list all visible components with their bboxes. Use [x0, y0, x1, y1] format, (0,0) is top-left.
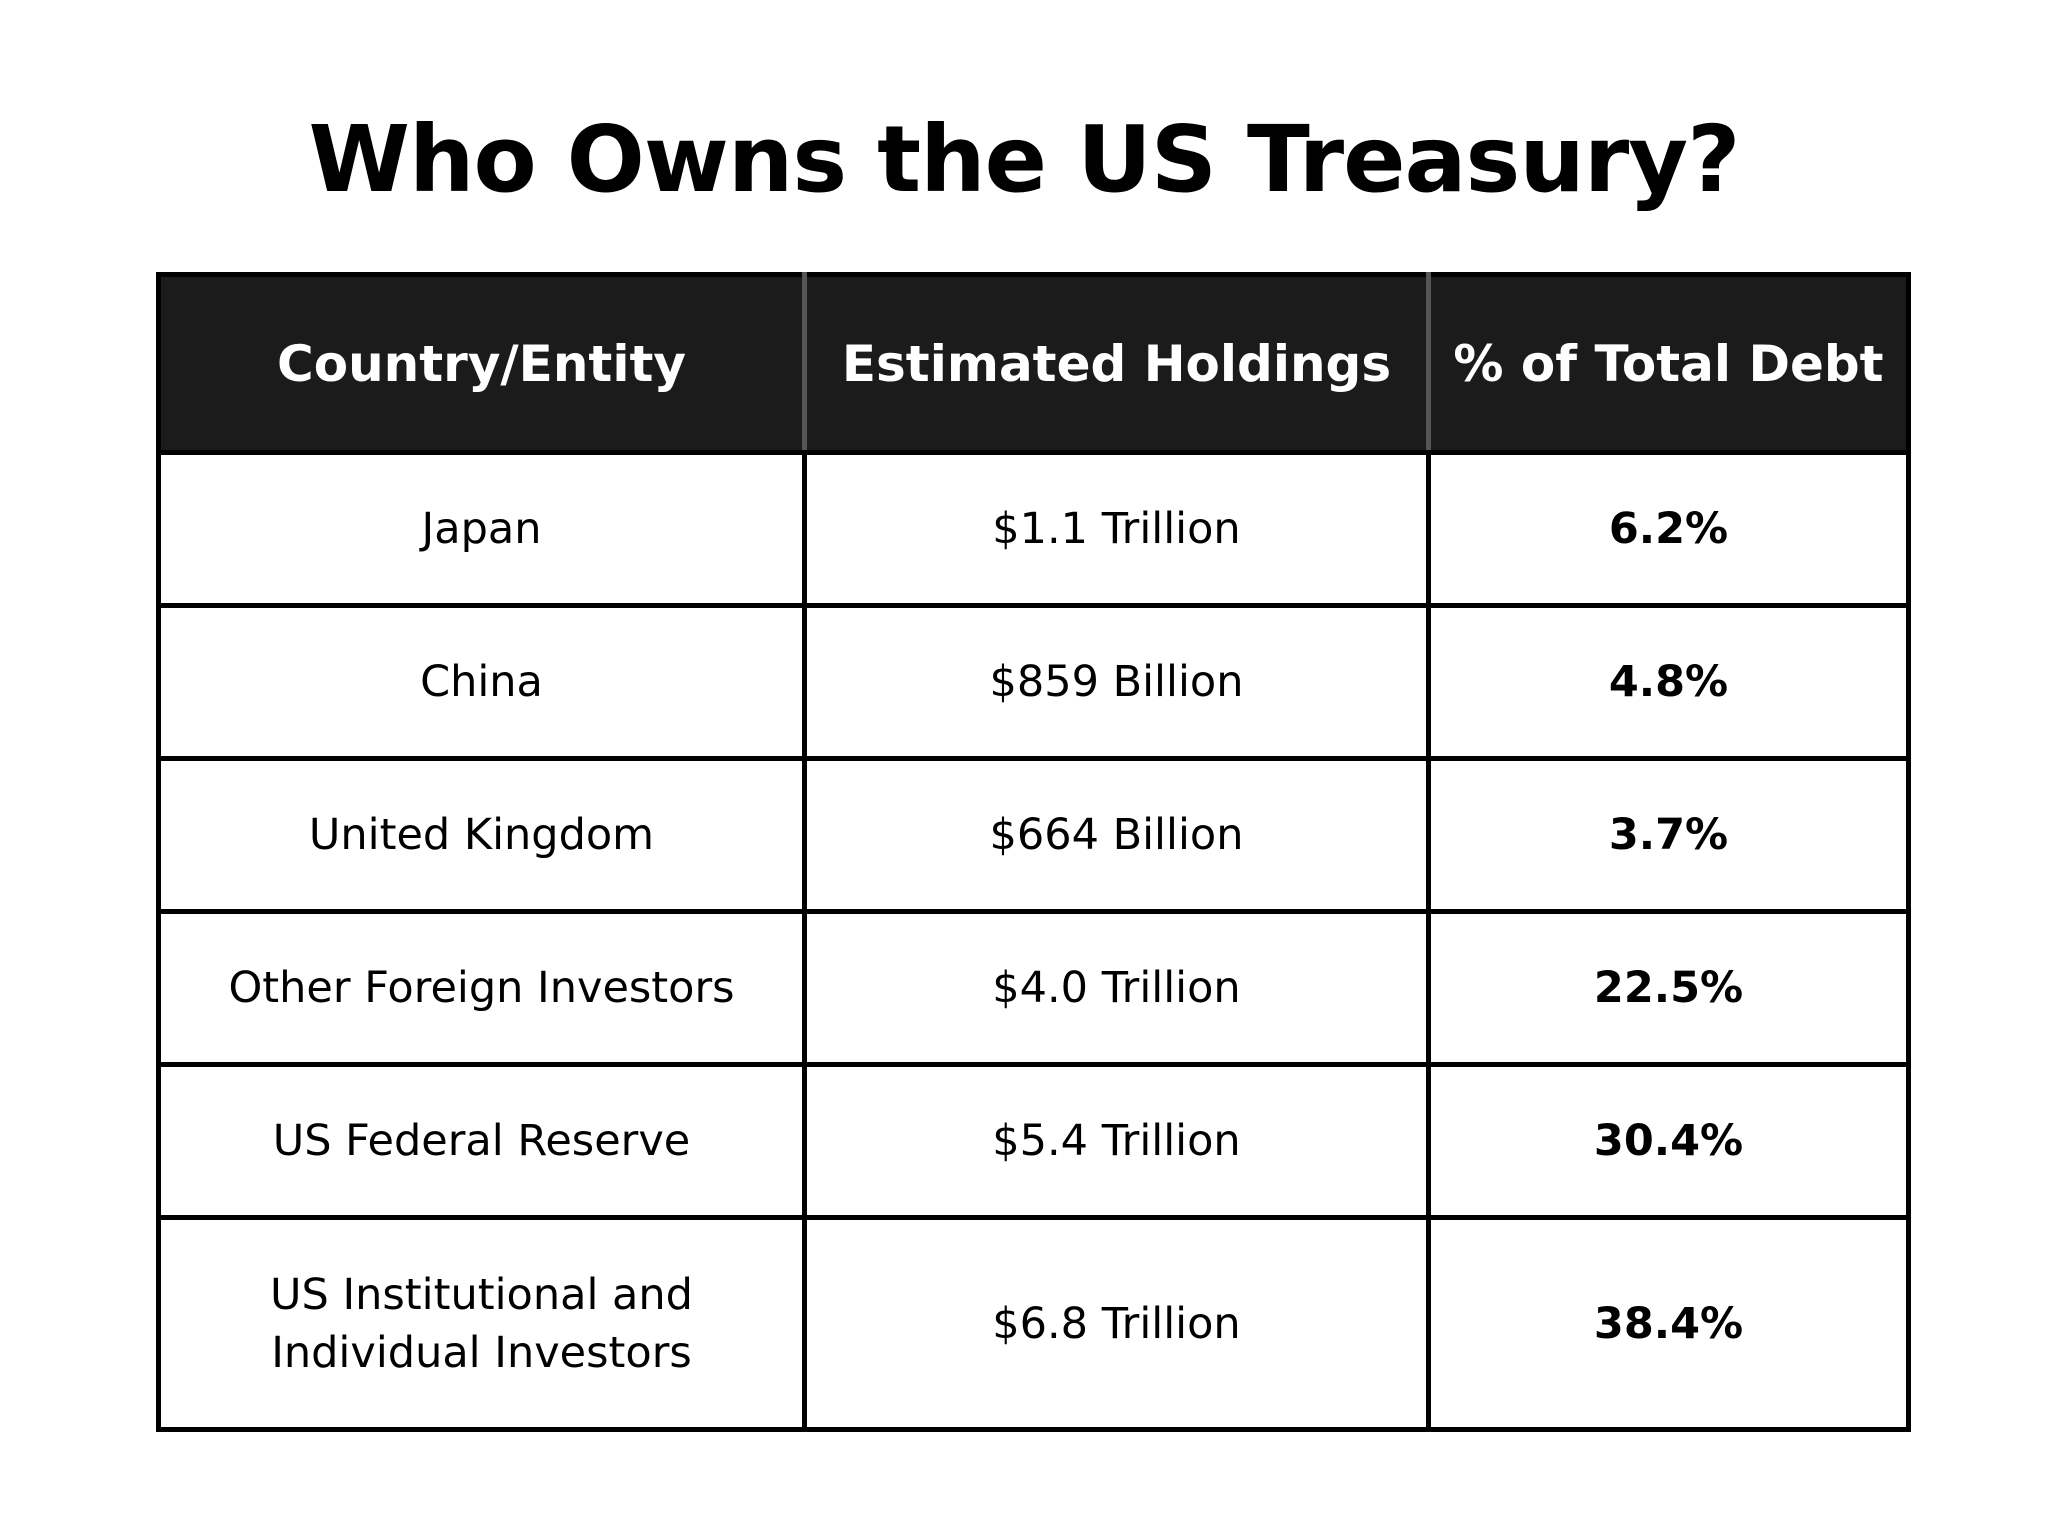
table-row: China $859 Billion 4.8%: [156, 603, 1911, 761]
cell-holdings: $1.1 Trillion: [802, 450, 1431, 608]
table-row: Other Foreign Investors $4.0 Trillion 22…: [156, 909, 1911, 1067]
column-header-holdings: Estimated Holdings: [802, 272, 1431, 455]
column-header-entity: Country/Entity: [156, 272, 807, 455]
cell-holdings: $664 Billion: [802, 756, 1431, 914]
cell-percent: 3.7%: [1426, 756, 1911, 914]
cell-entity: Japan: [156, 450, 807, 608]
cell-percent: 30.4%: [1426, 1062, 1911, 1220]
cell-percent: 38.4%: [1426, 1215, 1911, 1432]
cell-entity: Other Foreign Investors: [156, 909, 807, 1067]
cell-entity: United Kingdom: [156, 756, 807, 914]
table-row: Japan $1.1 Trillion 6.2%: [156, 450, 1911, 608]
table-row: US Institutional and Individual Investor…: [156, 1215, 1911, 1432]
table-header-row: Country/Entity Estimated Holdings % of T…: [156, 272, 1911, 455]
cell-entity: China: [156, 603, 807, 761]
table-row: United Kingdom $664 Billion 3.7%: [156, 756, 1911, 914]
table-row: US Federal Reserve $5.4 Trillion 30.4%: [156, 1062, 1911, 1220]
cell-holdings: $6.8 Trillion: [802, 1215, 1431, 1432]
cell-percent: 6.2%: [1426, 450, 1911, 608]
page-title: Who Owns the US Treasury?: [308, 106, 1740, 213]
cell-entity: US Institutional and Individual Investor…: [156, 1215, 807, 1432]
cell-holdings: $5.4 Trillion: [802, 1062, 1431, 1220]
cell-percent: 22.5%: [1426, 909, 1911, 1067]
treasury-holders-table: Country/Entity Estimated Holdings % of T…: [156, 272, 1911, 1432]
cell-holdings: $859 Billion: [802, 603, 1431, 761]
cell-holdings: $4.0 Trillion: [802, 909, 1431, 1067]
cell-entity: US Federal Reserve: [156, 1062, 807, 1220]
column-header-percent: % of Total Debt: [1426, 272, 1911, 455]
cell-percent: 4.8%: [1426, 603, 1911, 761]
